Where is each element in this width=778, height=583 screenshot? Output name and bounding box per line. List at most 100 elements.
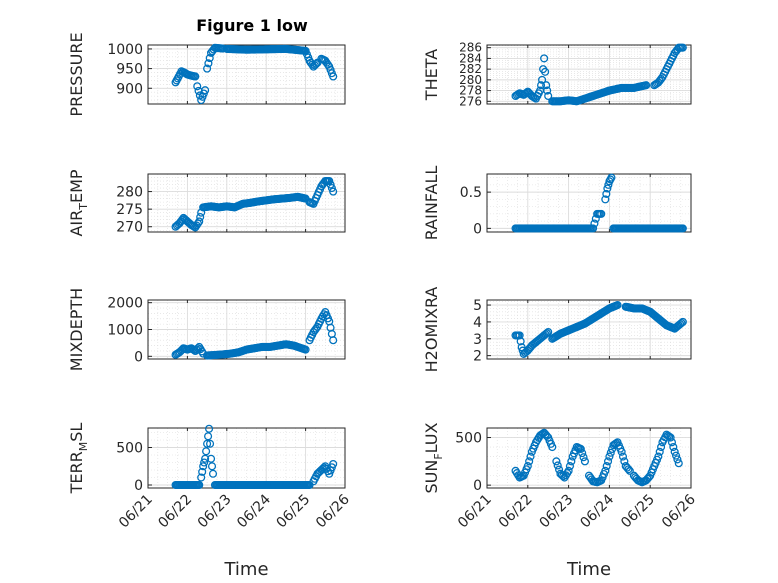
data-point bbox=[327, 184, 336, 193]
data-point bbox=[599, 469, 609, 479]
data-point bbox=[201, 454, 210, 463]
data-point bbox=[529, 92, 538, 101]
data-point bbox=[525, 344, 534, 353]
x-tick-label: 06/22 bbox=[496, 492, 536, 532]
data-point bbox=[534, 89, 543, 98]
data-point bbox=[557, 470, 566, 480]
x-tick-label: 06/25 bbox=[274, 492, 314, 532]
data-point bbox=[193, 480, 203, 490]
x-tick-label: 06/23 bbox=[195, 492, 235, 532]
data-point bbox=[327, 329, 336, 339]
axes-frame bbox=[147, 173, 346, 233]
data-point bbox=[606, 175, 615, 184]
y-tick-label: 500 bbox=[455, 431, 482, 447]
y-tick-label: 280 bbox=[116, 185, 143, 201]
ylabel-1: THETA bbox=[422, 49, 441, 101]
data-point bbox=[674, 459, 683, 468]
y-tick-label: 0 bbox=[134, 349, 143, 365]
data-point bbox=[677, 43, 686, 52]
data-point bbox=[537, 81, 546, 90]
data-point bbox=[567, 457, 576, 466]
data-point bbox=[199, 89, 208, 98]
data-point bbox=[677, 318, 686, 328]
ylabel-5: H2OMIXRA bbox=[422, 287, 441, 373]
data-point bbox=[590, 219, 599, 228]
y-tick-label: 2 bbox=[473, 349, 482, 365]
data-point bbox=[182, 480, 191, 490]
y-tick-label: 278 bbox=[459, 84, 482, 98]
data-point bbox=[206, 454, 216, 463]
data-point bbox=[616, 444, 625, 453]
data-point bbox=[310, 61, 319, 70]
data-point bbox=[176, 346, 185, 356]
data-point bbox=[669, 442, 678, 452]
data-point bbox=[623, 463, 632, 472]
data-point bbox=[196, 213, 205, 222]
y-tick-label: 282 bbox=[459, 62, 482, 76]
y-tick-label: 0 bbox=[134, 478, 143, 494]
subplot-pressure: 900 950 1000 PRESSURE bbox=[67, 32, 346, 117]
data-point bbox=[663, 431, 672, 440]
x-tick-label: 06/24 bbox=[577, 491, 617, 531]
y-tick-label: 1000 bbox=[107, 42, 143, 58]
data-point bbox=[522, 88, 531, 97]
x-tick-label: 06/24 bbox=[234, 491, 274, 531]
subplot-sun-flux: 0 500 SUNFLUX 06/21 06/22 06/23 06/24 06/25 06/2… bbox=[422, 422, 699, 580]
x-axis-label: Time bbox=[223, 559, 268, 580]
axes-frame bbox=[147, 44, 346, 105]
data-point bbox=[204, 432, 213, 441]
subplot-terr-msl: 0 500 TERRMSL 06/21 06/22 06/23 06/24 06/25 06/2… bbox=[67, 423, 353, 580]
data-point bbox=[537, 430, 546, 439]
data-point bbox=[516, 337, 525, 346]
data-point bbox=[197, 473, 206, 482]
data-point bbox=[200, 458, 209, 467]
data-point bbox=[188, 480, 197, 490]
data-point bbox=[300, 345, 309, 354]
x-tick-label: 06/22 bbox=[155, 492, 195, 532]
y-tick-label: 900 bbox=[116, 81, 143, 97]
data-point bbox=[604, 180, 613, 189]
data-point bbox=[327, 69, 336, 78]
y-tick-label: 4 bbox=[473, 315, 482, 331]
data-point bbox=[538, 75, 547, 84]
data-point bbox=[208, 469, 218, 478]
data-point bbox=[650, 311, 659, 320]
ylabel-4: MIXDEPTH bbox=[67, 288, 86, 371]
data-point bbox=[583, 224, 592, 233]
data-point bbox=[300, 194, 309, 203]
data-point bbox=[667, 438, 677, 447]
x-axis-label: Time bbox=[566, 559, 611, 580]
data-point bbox=[319, 56, 329, 65]
subplot-mixdepth: 0 1000 2000 MIXDEPTH bbox=[67, 288, 346, 371]
y-tick-label: 5 bbox=[473, 298, 482, 314]
y-tick-label: 500 bbox=[116, 441, 143, 457]
data-point bbox=[512, 91, 521, 100]
figure-title: Figure 1 low bbox=[196, 16, 308, 35]
data-point bbox=[203, 64, 212, 73]
data-point bbox=[322, 58, 331, 67]
data-point bbox=[323, 314, 332, 323]
data-point bbox=[202, 447, 211, 456]
data-point bbox=[565, 462, 575, 471]
data-point bbox=[193, 82, 202, 91]
y-tick-label: 270 bbox=[116, 220, 143, 236]
data-point bbox=[312, 59, 321, 69]
data-point bbox=[207, 462, 217, 471]
y-tick-label: 0.5 bbox=[460, 185, 482, 201]
y-tick-label: 284 bbox=[459, 51, 482, 65]
data-point bbox=[176, 480, 185, 490]
ylabel-0: PRESSURE bbox=[67, 32, 86, 116]
data-point bbox=[541, 330, 550, 339]
data-point bbox=[671, 451, 681, 460]
data-point bbox=[652, 455, 662, 464]
data-point bbox=[591, 477, 600, 487]
data-point bbox=[213, 43, 222, 53]
data-point bbox=[578, 449, 587, 458]
x-tick-label: 06/21 bbox=[455, 492, 495, 532]
subplot-rainfall: 0 0.5 RAINFALL bbox=[422, 166, 692, 240]
x-tick-label: 06/23 bbox=[537, 492, 577, 532]
y-tick-label: 1000 bbox=[107, 323, 143, 339]
data-point bbox=[605, 452, 614, 461]
y-tick-label: 0 bbox=[473, 478, 482, 494]
